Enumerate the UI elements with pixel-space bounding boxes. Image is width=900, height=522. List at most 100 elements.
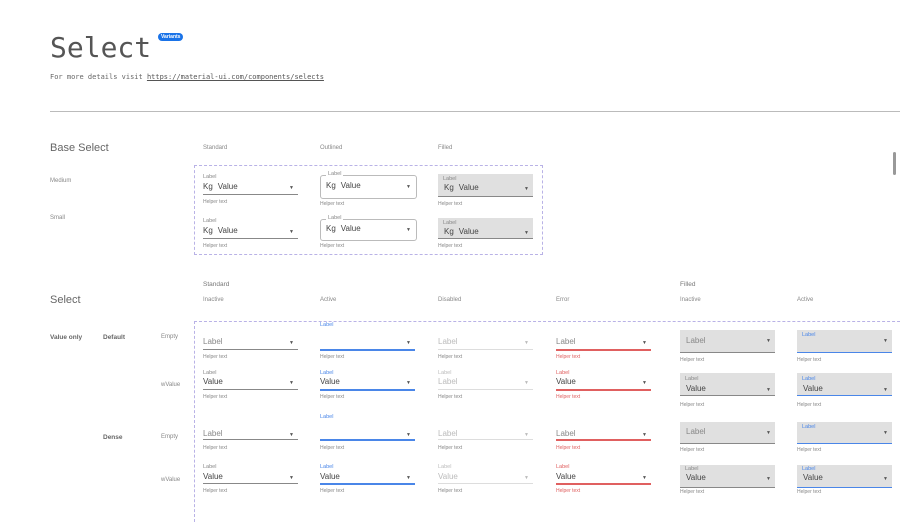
helper-text: Helper text <box>320 354 345 360</box>
filled-box <box>680 330 775 353</box>
fill-select-inactive[interactable]: Label Kg Value ▼ Helper text <box>438 172 533 209</box>
placeholder-text: Label <box>438 377 458 386</box>
underline <box>203 439 298 440</box>
std-select-active[interactable]: Label ▼ Helper text <box>320 414 415 453</box>
caret-down-icon[interactable]: ▼ <box>289 432 294 438</box>
caret-down-icon[interactable]: ▼ <box>524 475 529 481</box>
intro-label: For more details visit <box>50 73 147 81</box>
caret-down-icon[interactable]: ▼ <box>766 338 771 344</box>
helper-text: Helper text <box>438 394 463 400</box>
unit-prefix: Kg <box>326 224 336 233</box>
fill-select-active[interactable]: Label ▼ Helper text <box>797 420 892 455</box>
fill-select-active[interactable]: Label Value ▼ Helper text <box>797 368 892 410</box>
value-text: Value <box>556 472 576 481</box>
value-text: Value <box>217 226 238 235</box>
underline <box>203 349 298 350</box>
col-filled: Filled <box>438 145 453 151</box>
caret-down-icon[interactable]: ▼ <box>642 475 647 481</box>
fill-select-active[interactable]: Label ▼ Helper text <box>797 328 892 365</box>
placeholder-text: Label <box>203 337 223 346</box>
caret-down-icon[interactable]: ▼ <box>766 476 771 482</box>
caret-down-icon[interactable]: ▼ <box>289 475 294 481</box>
field-value: Value <box>203 377 223 386</box>
caret-down-icon[interactable]: ▼ <box>289 229 294 235</box>
caret-down-icon[interactable]: ▼ <box>524 380 529 386</box>
field-label: Label <box>203 174 217 180</box>
fill-select-inactive[interactable]: Label Kg Value ▼ Helper text <box>438 216 533 251</box>
caret-down-icon[interactable]: ▼ <box>406 340 411 346</box>
caret-down-icon[interactable]: ▼ <box>406 432 411 438</box>
helper-text: Helper text <box>556 445 581 451</box>
std-select-inactive[interactable]: Label Value ▼ Helper text <box>203 368 298 402</box>
helper-text: Helper text <box>320 488 345 494</box>
helper-text: Helper text <box>438 488 463 494</box>
scrollbar[interactable] <box>893 152 896 175</box>
caret-down-icon[interactable]: ▼ <box>642 380 647 386</box>
field-label: Label <box>802 466 816 472</box>
filled-box <box>680 465 775 488</box>
caret-down-icon[interactable]: ▼ <box>524 230 529 236</box>
fill-select-inactive[interactable]: Label ▼ Helper text <box>680 328 775 365</box>
caret-down-icon[interactable]: ▼ <box>766 430 771 436</box>
underline <box>203 389 298 390</box>
caret-down-icon[interactable]: ▼ <box>524 432 529 438</box>
value-text: Value <box>340 181 361 190</box>
out-select-inactive[interactable]: Label Kg Value ▼ Helper text <box>320 215 417 251</box>
fill-select-active[interactable]: Label Value ▼ Helper text <box>797 463 892 497</box>
std-select-error[interactable]: Label Value ▼ Helper text <box>556 368 651 402</box>
caret-down-icon[interactable]: ▼ <box>642 340 647 346</box>
caret-down-icon[interactable]: ▼ <box>289 380 294 386</box>
page-title: Select <box>50 31 152 64</box>
density-default: Default <box>103 334 126 341</box>
placeholder-text: Label <box>438 429 458 438</box>
field-placeholder: Label <box>556 337 576 346</box>
fill-select-inactive[interactable]: Label Value ▼ Helper text <box>680 368 775 410</box>
value-text: Value <box>438 472 458 481</box>
value-text: Value <box>686 384 706 393</box>
std-select-error[interactable]: Label ▼ Helper text <box>556 328 651 362</box>
std-select-disabled: Label Value ▼ Helper text <box>438 463 533 496</box>
caret-down-icon[interactable]: ▼ <box>642 432 647 438</box>
helper-text: Helper text <box>680 357 705 363</box>
fill-select-inactive[interactable]: Label Value ▼ Helper text <box>680 463 775 497</box>
caret-down-icon[interactable]: ▼ <box>883 430 888 436</box>
docs-link[interactable]: https://material-ui.com/components/selec… <box>146 73 324 81</box>
filled-box <box>680 373 775 396</box>
caret-down-icon[interactable]: ▼ <box>406 184 411 190</box>
underline <box>203 194 298 195</box>
underline <box>556 389 651 391</box>
section-value-only: Value only <box>50 334 83 341</box>
std-select-inactive[interactable]: Label Kg Value ▼ Helper text <box>203 216 298 251</box>
caret-down-icon[interactable]: ▼ <box>524 340 529 346</box>
caret-down-icon[interactable]: ▼ <box>883 338 888 344</box>
caret-down-icon[interactable]: ▼ <box>289 185 294 191</box>
std-select-inactive[interactable]: Label ▼ Helper text <box>203 420 298 453</box>
std-select-active[interactable]: Label Value ▼ Helper text <box>320 368 415 402</box>
field-label: Label <box>802 424 816 430</box>
out-select-inactive[interactable]: Label Kg Value ▼ Helper text <box>320 171 417 209</box>
field-value: Kg Value <box>326 224 361 233</box>
std-select-inactive[interactable]: Label Value ▼ Helper text <box>203 463 298 496</box>
std-select-error[interactable]: Label Value ▼ Helper text <box>556 463 651 496</box>
field-placeholder: Label <box>203 429 223 438</box>
std-select-active[interactable]: Label ▼ Helper text <box>320 322 415 362</box>
std-select-error[interactable]: Label ▼ Helper text <box>556 420 651 453</box>
caret-down-icon[interactable]: ▼ <box>406 380 411 386</box>
caret-down-icon[interactable]: ▼ <box>289 340 294 346</box>
field-label: Label <box>326 171 344 177</box>
std-select-inactive[interactable]: Label Kg Value ▼ Helper text <box>203 172 298 207</box>
caret-down-icon[interactable]: ▼ <box>524 186 529 192</box>
caret-down-icon[interactable]: ▼ <box>406 227 411 233</box>
caret-down-icon[interactable]: ▼ <box>766 387 771 393</box>
caret-down-icon[interactable]: ▼ <box>406 475 411 481</box>
std-select-active[interactable]: Label Value ▼ Helper text <box>320 463 415 496</box>
caret-down-icon[interactable]: ▼ <box>883 476 888 482</box>
helper-text: Helper text <box>797 357 822 363</box>
col-disabled: Disabled <box>438 297 462 303</box>
helper-text: Helper text <box>556 394 581 400</box>
caret-down-icon[interactable]: ▼ <box>883 387 888 393</box>
std-select-inactive[interactable]: Label ▼ Helper text <box>203 328 298 362</box>
fill-select-inactive[interactable]: Label ▼ Helper text <box>680 420 775 455</box>
helper-text: Helper text <box>203 354 228 360</box>
field-placeholder: Label <box>556 429 576 438</box>
